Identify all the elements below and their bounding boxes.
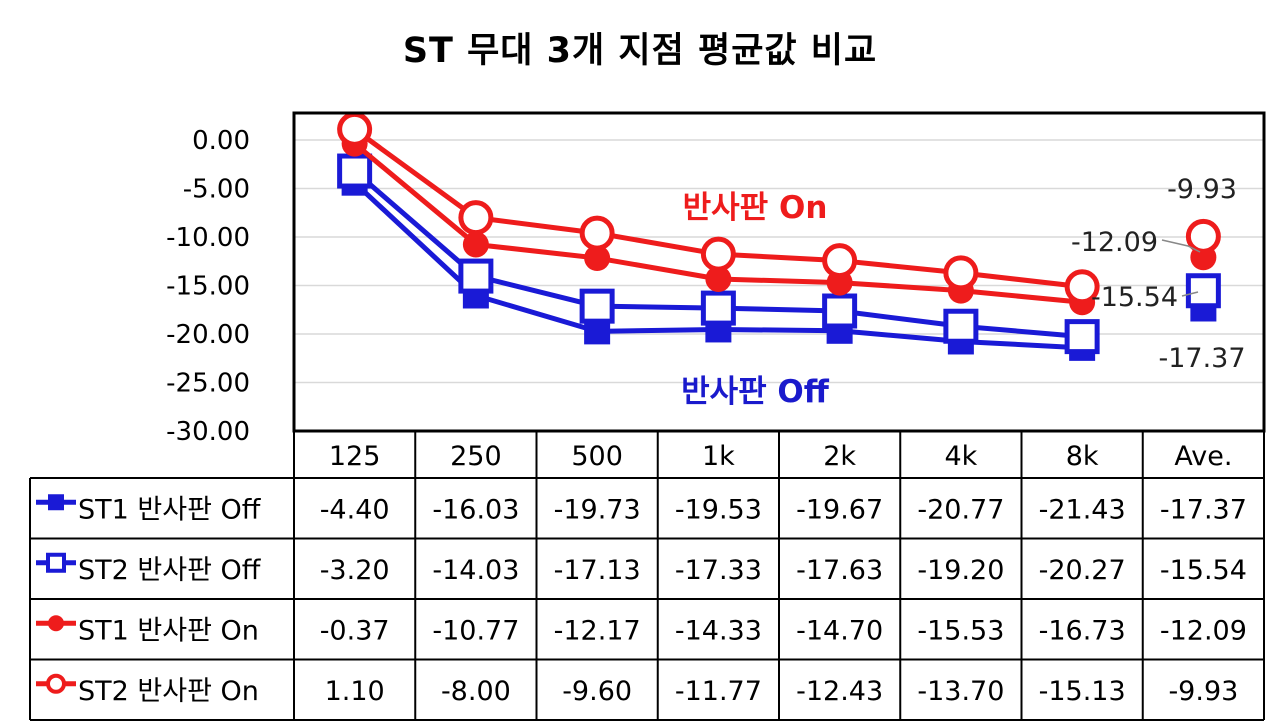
x-tick-label: 2k [823,441,856,472]
data-point-marker [584,245,611,272]
data-point-marker [462,231,489,258]
table-cell-value: -17.37 [1160,494,1247,525]
callout-leader [1181,291,1199,297]
table-cell-value: -9.93 [1168,676,1238,707]
table-cell-value: -0.37 [320,615,390,646]
y-tick-label: -10.00 [166,223,250,253]
table-cell-value: -3.20 [320,555,390,586]
y-axis-ticks: 0.00 -5.00 -10.00 -15.00 -20.00 -25.00 -30.00 [166,126,250,447]
table-cell-value: -14.33 [675,615,762,646]
data-point-marker [1064,319,1100,355]
value-callout: -12.09 [1071,227,1158,258]
data-point-marker [700,290,736,326]
table-cell-value: -16.03 [432,494,519,525]
table-cell-value: -12.09 [1160,615,1247,646]
data-point-marker [1185,273,1221,309]
series-lines [337,111,1221,361]
data-point-marker [458,200,494,236]
y-tick-label: -25.00 [166,369,250,399]
legend-series-name: ST2 반사판 On [78,676,259,707]
value-callout: -9.93 [1167,174,1237,205]
legend-key-marker [46,552,66,573]
data-point-marker [579,288,615,324]
table-cell-value: -14.70 [796,615,883,646]
legend-series-name: ST1 반사판 On [78,615,259,646]
data-point-marker [943,308,979,344]
data-point-marker [822,293,858,329]
table-cell-value: -15.53 [917,615,1004,646]
x-tick-label: 1k [702,441,735,472]
legend-key-marker [48,615,64,632]
table-cell-value: -12.43 [796,676,883,707]
y-tick-label: -30.00 [166,417,250,447]
x-tick-label: Ave. [1174,441,1232,472]
table-cell-value: -19.67 [796,494,883,525]
legend-series-name: ST2 반사판 Off [78,555,262,586]
table-cell-value: -8.00 [441,676,511,707]
table-cell-value: -15.54 [1160,555,1247,586]
table-cell-value: 1.10 [325,676,385,707]
table-cell-value: -19.20 [917,555,1004,586]
table-cell-value: -4.40 [320,494,390,525]
legend-key-marker [46,673,66,694]
data-table: 125 250 500 1k 2k 4k 8k Ave. ST1 반사판 Off -4.40 -16… [29,431,1265,721]
data-point-marker [337,111,373,147]
annotations: 반사판 On 반사판 Off -9.93 -12.09 -15.54 -17.37 [681,174,1245,410]
gridlines [294,139,1264,384]
table-cell-value: -21.43 [1039,494,1126,525]
chart-title: ST 무대 3개 지점 평균값 비교 [402,31,878,71]
table-cell-value: -20.77 [917,494,1004,525]
table-cell-value: -11.77 [675,676,762,707]
legend-key-marker [48,494,64,511]
data-point-marker [1185,218,1221,254]
x-tick-label: 500 [571,441,623,472]
y-tick-label: -5.00 [183,175,250,205]
label-reflector-off: 반사판 Off [681,374,830,410]
data-point-marker [822,243,858,279]
table-cell-value: -19.73 [554,494,641,525]
label-reflector-on: 반사판 On [683,190,828,226]
table-cell-value: -17.63 [796,555,883,586]
y-tick-label: 0.00 [192,126,250,156]
table-cell-value: -12.17 [554,615,641,646]
table-cell-value: -20.27 [1039,555,1126,586]
table-cell-value: -15.13 [1039,676,1126,707]
data-point-marker [579,215,615,251]
x-tick-label: 8k [1066,441,1099,472]
table-cell-value: -17.33 [675,555,762,586]
data-point-marker [458,258,494,294]
table-cell-value: -14.03 [432,555,519,586]
value-callout: -17.37 [1158,343,1245,374]
legend-series-name: ST1 반사판 Off [78,494,262,525]
x-tick-label: 125 [329,441,381,472]
table-cell-value: -16.73 [1039,615,1126,646]
table-cell-value: -13.70 [917,676,1004,707]
table-cell-value: -9.60 [562,676,632,707]
x-tick-label: 250 [450,441,502,472]
data-point-marker [1064,269,1100,305]
x-tick-label: 4k [944,441,977,472]
table-cell-value: -19.53 [675,494,762,525]
callout-leader [1161,239,1201,253]
table-cell-value: -10.77 [432,615,519,646]
data-point-marker [700,236,736,272]
value-callout: -15.54 [1091,282,1178,313]
y-tick-label: -15.00 [166,272,250,302]
data-point-marker [705,266,732,293]
table-cell-value: -17.13 [554,555,641,586]
data-point-marker [943,255,979,291]
y-tick-label: -20.00 [166,320,250,350]
data-point-marker [337,153,373,189]
